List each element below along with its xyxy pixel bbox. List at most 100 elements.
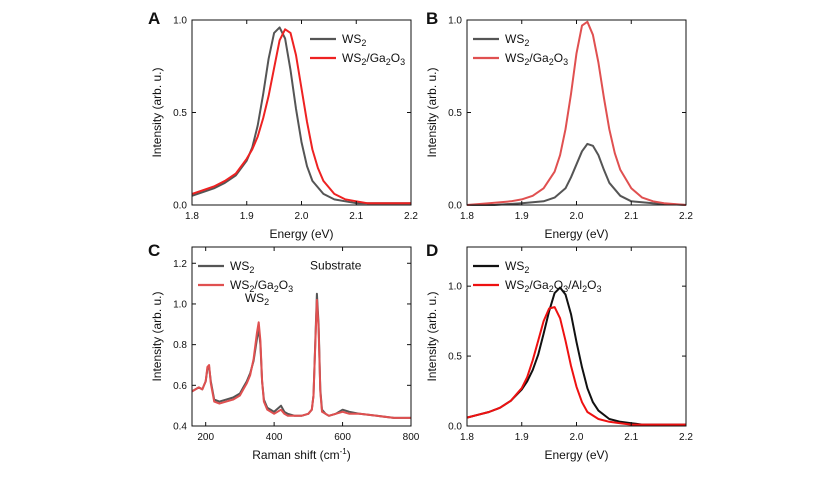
annotation-2: WS2 [245, 291, 269, 307]
series-line-2 [191, 28, 411, 205]
y-tick-label: 0.8 [173, 340, 187, 351]
legend-label-2: WS2​/Ga2​O3​ [342, 51, 405, 67]
panel-b: B 1.8 1.9 2.0 2.1 2.2 0.0 0.5 1.0 Energy (eV) Inte… [425, 9, 693, 241]
panel-letter: B [426, 9, 438, 28]
y-tick-label: 1.0 [173, 16, 187, 27]
x-axis-title: Energy (eV) [544, 227, 608, 241]
x-tick-label: 2.2 [404, 211, 418, 222]
x-tick-label: 2.1 [624, 432, 638, 443]
legend-ws-text: WS [505, 32, 524, 46]
y-axis-title: Intensity (arb. u.) [150, 67, 164, 157]
y-tick-label: 0.0 [448, 422, 462, 433]
x-axis-title: Raman shift (cm-1) [252, 447, 350, 462]
legend-label-1: WS2​ [342, 32, 366, 48]
legend-ws-text: WS [230, 259, 249, 273]
x-tick-label: 1.8 [185, 211, 199, 222]
x-tick-label: 1.9 [240, 211, 254, 222]
legend-part: /Ga [366, 51, 386, 65]
legend-part: /Ga [529, 278, 549, 292]
x-tick-label: 2.1 [349, 211, 363, 222]
x-axis-title: Energy (eV) [269, 227, 333, 241]
legend-part: O [554, 51, 563, 65]
x-tick-label: 1.9 [515, 211, 529, 222]
legend-part-subscript: 2 [549, 284, 554, 294]
y-tick-label: 1.2 [173, 259, 187, 270]
x-tick-label: 600 [334, 432, 351, 443]
panel-c: C 200 400 600 800 0.4 0.6 0.8 1.0 1.2 Raman shift … [148, 241, 420, 462]
plot-frame [191, 246, 412, 427]
x-axis-title-text: Energy (eV) [269, 227, 333, 241]
legend-ws-text: WS [505, 259, 524, 273]
series-line-2 [466, 306, 686, 426]
x-tick-label: 2.2 [679, 211, 693, 222]
series-line-1 [191, 26, 411, 205]
legend-part-subscript: 2 [386, 57, 391, 67]
panel-letter: D [426, 241, 438, 260]
y-axis-title: Intensity (arb. u.) [425, 67, 439, 157]
legend-ws-subscript: 2 [524, 57, 529, 67]
legend-ws-subscript: 2 [524, 284, 529, 294]
legend-ws-subscript: 2 [249, 265, 254, 275]
x-tick-label: 2.1 [624, 211, 638, 222]
legend-part-subscript: 3 [288, 284, 293, 294]
annotation-text: WS [245, 291, 264, 305]
legend-part: O [279, 278, 288, 292]
legend-ws-subscript: 2 [524, 265, 529, 275]
legend-label-2: WS2​/Ga2​O3​ [505, 51, 568, 67]
legend-part: /Al [568, 278, 582, 292]
x-tick-label: 2.0 [570, 211, 584, 222]
panel-d: D 1.8 1.9 2.0 2.1 2.2 0.0 0.5 1.0 Energy (eV) Inte… [425, 241, 693, 462]
y-tick-label: 0.5 [173, 108, 187, 119]
x-tick-label: 2.0 [570, 432, 584, 443]
x-axis-title-text: Energy (eV) [544, 227, 608, 241]
legend-part: O [554, 278, 563, 292]
x-axis-title-superscript: -1 [340, 447, 348, 456]
x-tick-label: 400 [266, 432, 283, 443]
panel-a: A 1.8 1.9 2.0 2.1 2.2 0.0 0.5 1.0 Energy (eV) Inte… [148, 9, 418, 241]
x-tick-label: 1.8 [460, 211, 474, 222]
y-tick-label: 0.0 [173, 201, 187, 212]
y-tick-label: 1.0 [173, 299, 187, 310]
y-tick-label: 0.5 [448, 108, 462, 119]
x-tick-label: 2.2 [679, 432, 693, 443]
legend-part: O [391, 51, 400, 65]
x-axis-title-text: Energy (eV) [544, 448, 608, 462]
legend-part-subscript: 2 [582, 284, 587, 294]
legend-ws-subscript: 2 [361, 57, 366, 67]
legend-label-1: WS2​ [505, 32, 529, 48]
x-tick-label: 2.0 [295, 211, 309, 222]
legend-part: /Ga [254, 278, 274, 292]
y-tick-label: 0.0 [448, 201, 462, 212]
y-tick-label: 0.4 [173, 422, 187, 433]
legend-label-1: WS2​ [230, 259, 254, 275]
legend-label-2: WS2​/Ga2​O3​ [230, 278, 293, 294]
legend-ws-subscript: 2 [361, 38, 366, 48]
x-axis-title: Energy (eV) [544, 448, 608, 462]
x-tick-label: 1.8 [460, 432, 474, 443]
legend-part-subscript: 3 [563, 57, 568, 67]
legend-ws-text: WS [505, 278, 524, 292]
y-tick-label: 1.0 [448, 16, 462, 27]
x-tick-label: 1.9 [515, 432, 529, 443]
legend-part-subscript: 3 [400, 57, 405, 67]
y-tick-label: 1.0 [448, 282, 462, 293]
legend-part-subscript: 2 [274, 284, 279, 294]
series-line-2 [466, 20, 687, 206]
legend-part-subscript: 3 [596, 284, 601, 294]
legend-label-1: WS2​ [505, 259, 529, 275]
annotation-1: Substrate [310, 258, 362, 272]
legend-ws-text: WS [505, 51, 524, 65]
panel-letter: C [148, 241, 160, 260]
x-axis-title-text: Raman shift (cm [252, 448, 339, 462]
legend-label-2: WS2​/Ga2​O3​/Al2​O3​ [505, 278, 601, 294]
x-tick-label: 200 [197, 432, 214, 443]
panel-letter: A [148, 9, 160, 28]
legend-ws-text: WS [230, 278, 249, 292]
x-axis-title-tail: ) [347, 448, 351, 462]
legend-ws-subscript: 2 [524, 38, 529, 48]
legend-part-subscript: 2 [549, 57, 554, 67]
y-tick-label: 0.6 [173, 381, 187, 392]
y-axis-title: Intensity (arb. u.) [425, 291, 439, 381]
